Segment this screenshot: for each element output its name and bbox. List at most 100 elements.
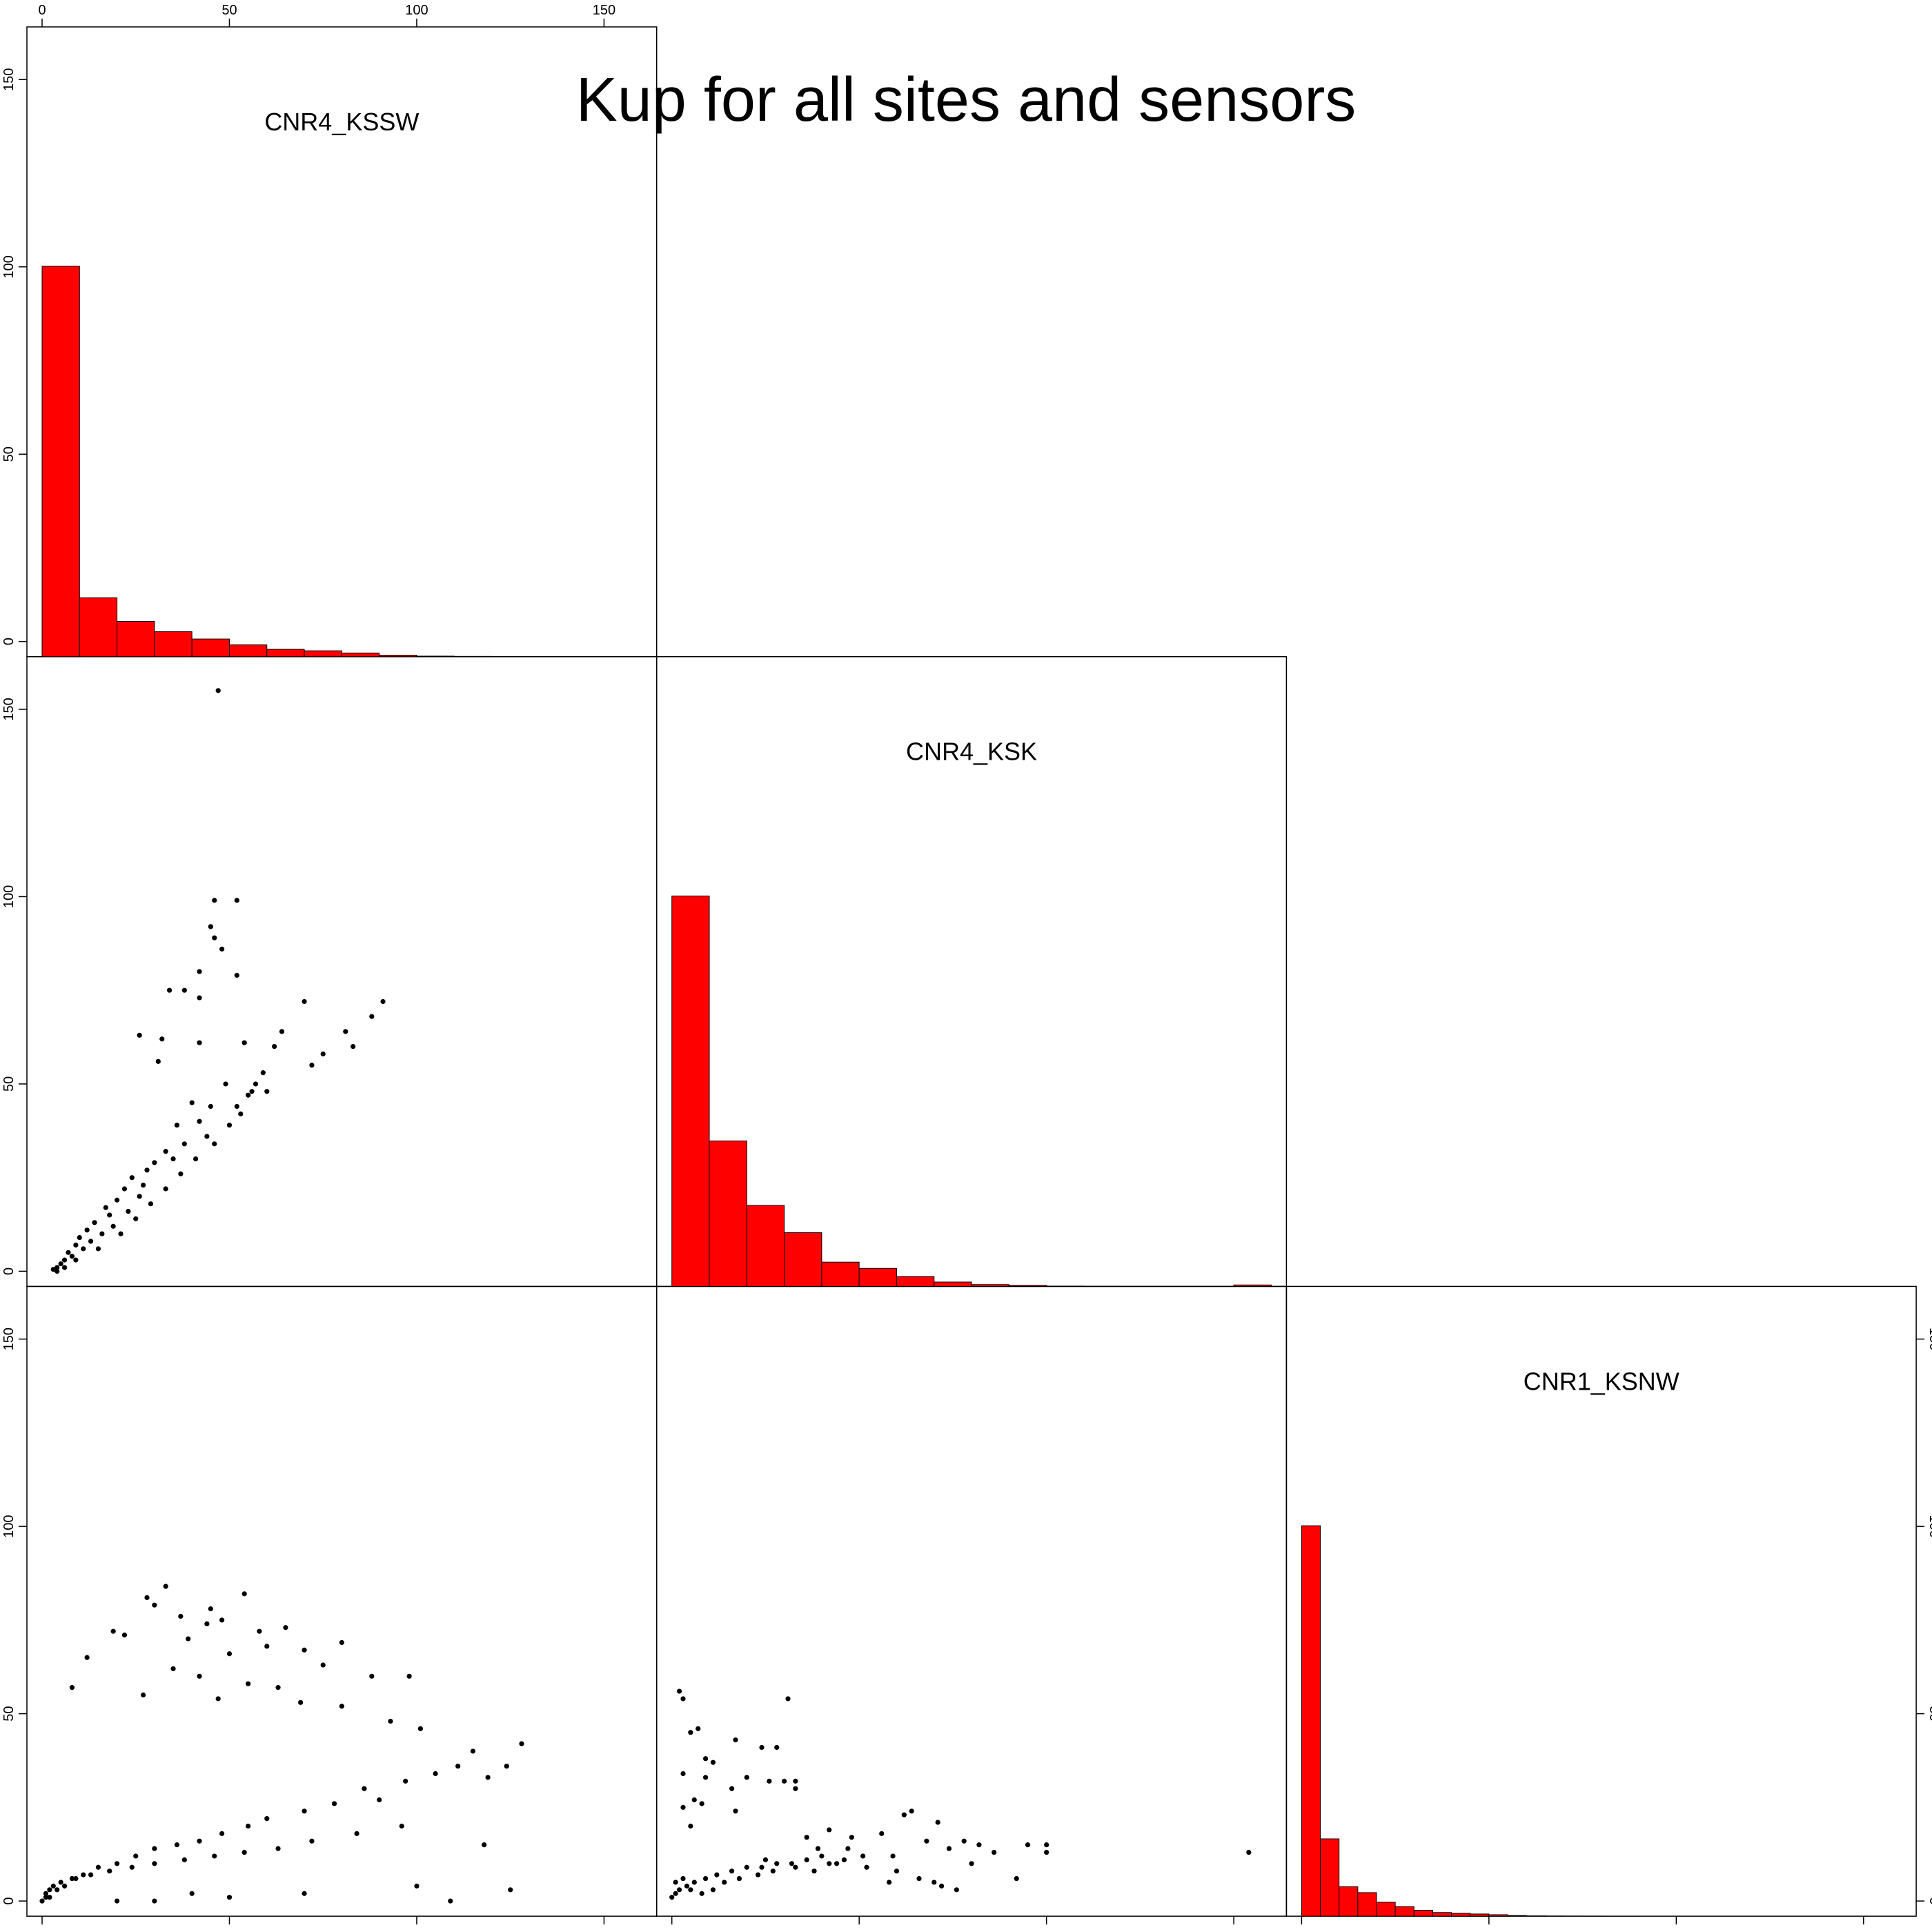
scatter-point — [680, 1875, 686, 1882]
scatter-point — [43, 1895, 49, 1900]
scatter-point — [212, 898, 217, 903]
x-tick-label: 150 — [1852, 1931, 1875, 1932]
scatter-point — [223, 1081, 228, 1087]
histogram-bar — [896, 1276, 935, 1287]
scatter-point — [1014, 1875, 1019, 1882]
scatter-point — [264, 1816, 270, 1822]
scatter-point — [69, 1875, 75, 1882]
scatter-point — [448, 1898, 453, 1904]
histogram-bar — [1526, 1915, 1546, 1917]
scatter-point — [208, 1606, 213, 1612]
scatter-point — [804, 1857, 809, 1862]
scatter-point — [208, 924, 213, 929]
scatter-point — [114, 1898, 120, 1904]
scatter-point — [204, 1621, 210, 1626]
scatter-point — [302, 1647, 307, 1653]
scatter-point — [226, 1895, 233, 1900]
scatter-point — [691, 1880, 697, 1885]
scatter-point — [197, 1838, 202, 1844]
scatter-point — [901, 1812, 907, 1817]
scatter-point — [137, 1032, 142, 1038]
x-tick-label: 150 — [593, 1931, 615, 1932]
scatter-point — [103, 1205, 108, 1210]
scatter-point — [110, 1223, 116, 1229]
histogram-bar — [79, 597, 118, 658]
scatter-point — [84, 1228, 90, 1233]
scatter-point — [241, 1591, 247, 1597]
histogram-bar — [266, 649, 305, 658]
scatter-point — [193, 1156, 199, 1162]
scatter-point — [403, 1778, 408, 1784]
scatter-point — [163, 1584, 168, 1589]
scatter-point — [58, 1261, 63, 1267]
histogram-CNR4_KSK — [671, 896, 1272, 1287]
histogram-bar — [41, 266, 80, 658]
scatter-point — [320, 1051, 326, 1057]
scatter-point — [864, 1864, 869, 1870]
scatter-point — [736, 1875, 742, 1882]
scatter-point — [55, 1268, 60, 1274]
scatter-point — [699, 1891, 704, 1896]
scatter-point — [69, 1685, 75, 1690]
scatter-CNR4_KSSW-vs-CNR1_KSNW — [39, 1584, 524, 1904]
scatter-point — [99, 1231, 105, 1236]
scatter-point — [181, 987, 187, 993]
histogram-bar — [934, 1281, 972, 1287]
histogram-bar — [191, 638, 230, 658]
scatter-point — [485, 1775, 491, 1780]
scatter-point — [793, 1778, 798, 1784]
scatter-point — [362, 1786, 367, 1791]
scatter-point — [380, 998, 386, 1005]
scatter-point — [77, 1234, 82, 1241]
scatter-point — [257, 1628, 262, 1634]
scatter-point — [793, 1864, 798, 1870]
scatter-point — [406, 1673, 412, 1679]
scatter-point — [140, 1182, 146, 1188]
scatter-point — [234, 972, 239, 978]
scatter-point — [226, 1651, 233, 1657]
scatter-point — [714, 1872, 720, 1877]
scatter-point — [1044, 1842, 1049, 1848]
scatter-point — [302, 998, 307, 1005]
scatter-point — [789, 1861, 795, 1866]
scatter-point — [722, 1880, 727, 1885]
histogram-CNR1_KSNW — [1301, 1525, 1639, 1917]
panels: CNR4_KSSW CNR4_KSK CNR1_KSNW 0 50 100 150 0 50 10… — [1, 3, 1932, 1932]
histogram-bar — [1413, 1910, 1433, 1917]
y-tick-label: 100 — [1, 255, 17, 278]
x-tick-label: 0 — [1298, 1931, 1305, 1932]
histogram-bar — [154, 631, 193, 658]
scatter-point — [680, 1696, 686, 1702]
scatter-point — [890, 1853, 896, 1859]
scatter-point — [152, 1160, 157, 1165]
scatter-point — [1246, 1849, 1252, 1855]
x-tick-label: 100 — [1665, 1931, 1688, 1932]
scatter-point — [69, 1254, 75, 1259]
y-tick-label: 150 — [1, 68, 17, 91]
scatter-point — [88, 1872, 94, 1877]
scatter-point — [762, 1857, 769, 1862]
y-tick-label: 50 — [1, 1076, 17, 1092]
scatter-point — [166, 987, 172, 993]
scatter-point — [767, 1778, 772, 1784]
scatter-point — [47, 1895, 52, 1900]
scatter-point — [673, 1880, 678, 1885]
scatter-point — [73, 1875, 79, 1882]
scatter-point — [61, 1257, 68, 1263]
x-tick-label: 0 — [38, 3, 46, 18]
scatter-point — [107, 1212, 112, 1218]
scatter-point — [189, 1891, 195, 1896]
scatter-point — [264, 1644, 270, 1649]
scatter-point — [688, 1730, 693, 1735]
scatter-point — [163, 1186, 168, 1192]
histogram-bar — [304, 650, 342, 658]
scatter-point — [249, 1089, 255, 1094]
x-tick-label: 100 — [405, 1931, 428, 1932]
scatter-point — [673, 1891, 678, 1896]
scatter-point — [774, 1861, 780, 1866]
y-tick-label: 0 — [1, 1268, 17, 1275]
scatter-point — [197, 969, 202, 974]
scatter-point — [92, 1220, 97, 1225]
histogram-bar — [1339, 1886, 1359, 1917]
scatter-point — [676, 1887, 682, 1893]
